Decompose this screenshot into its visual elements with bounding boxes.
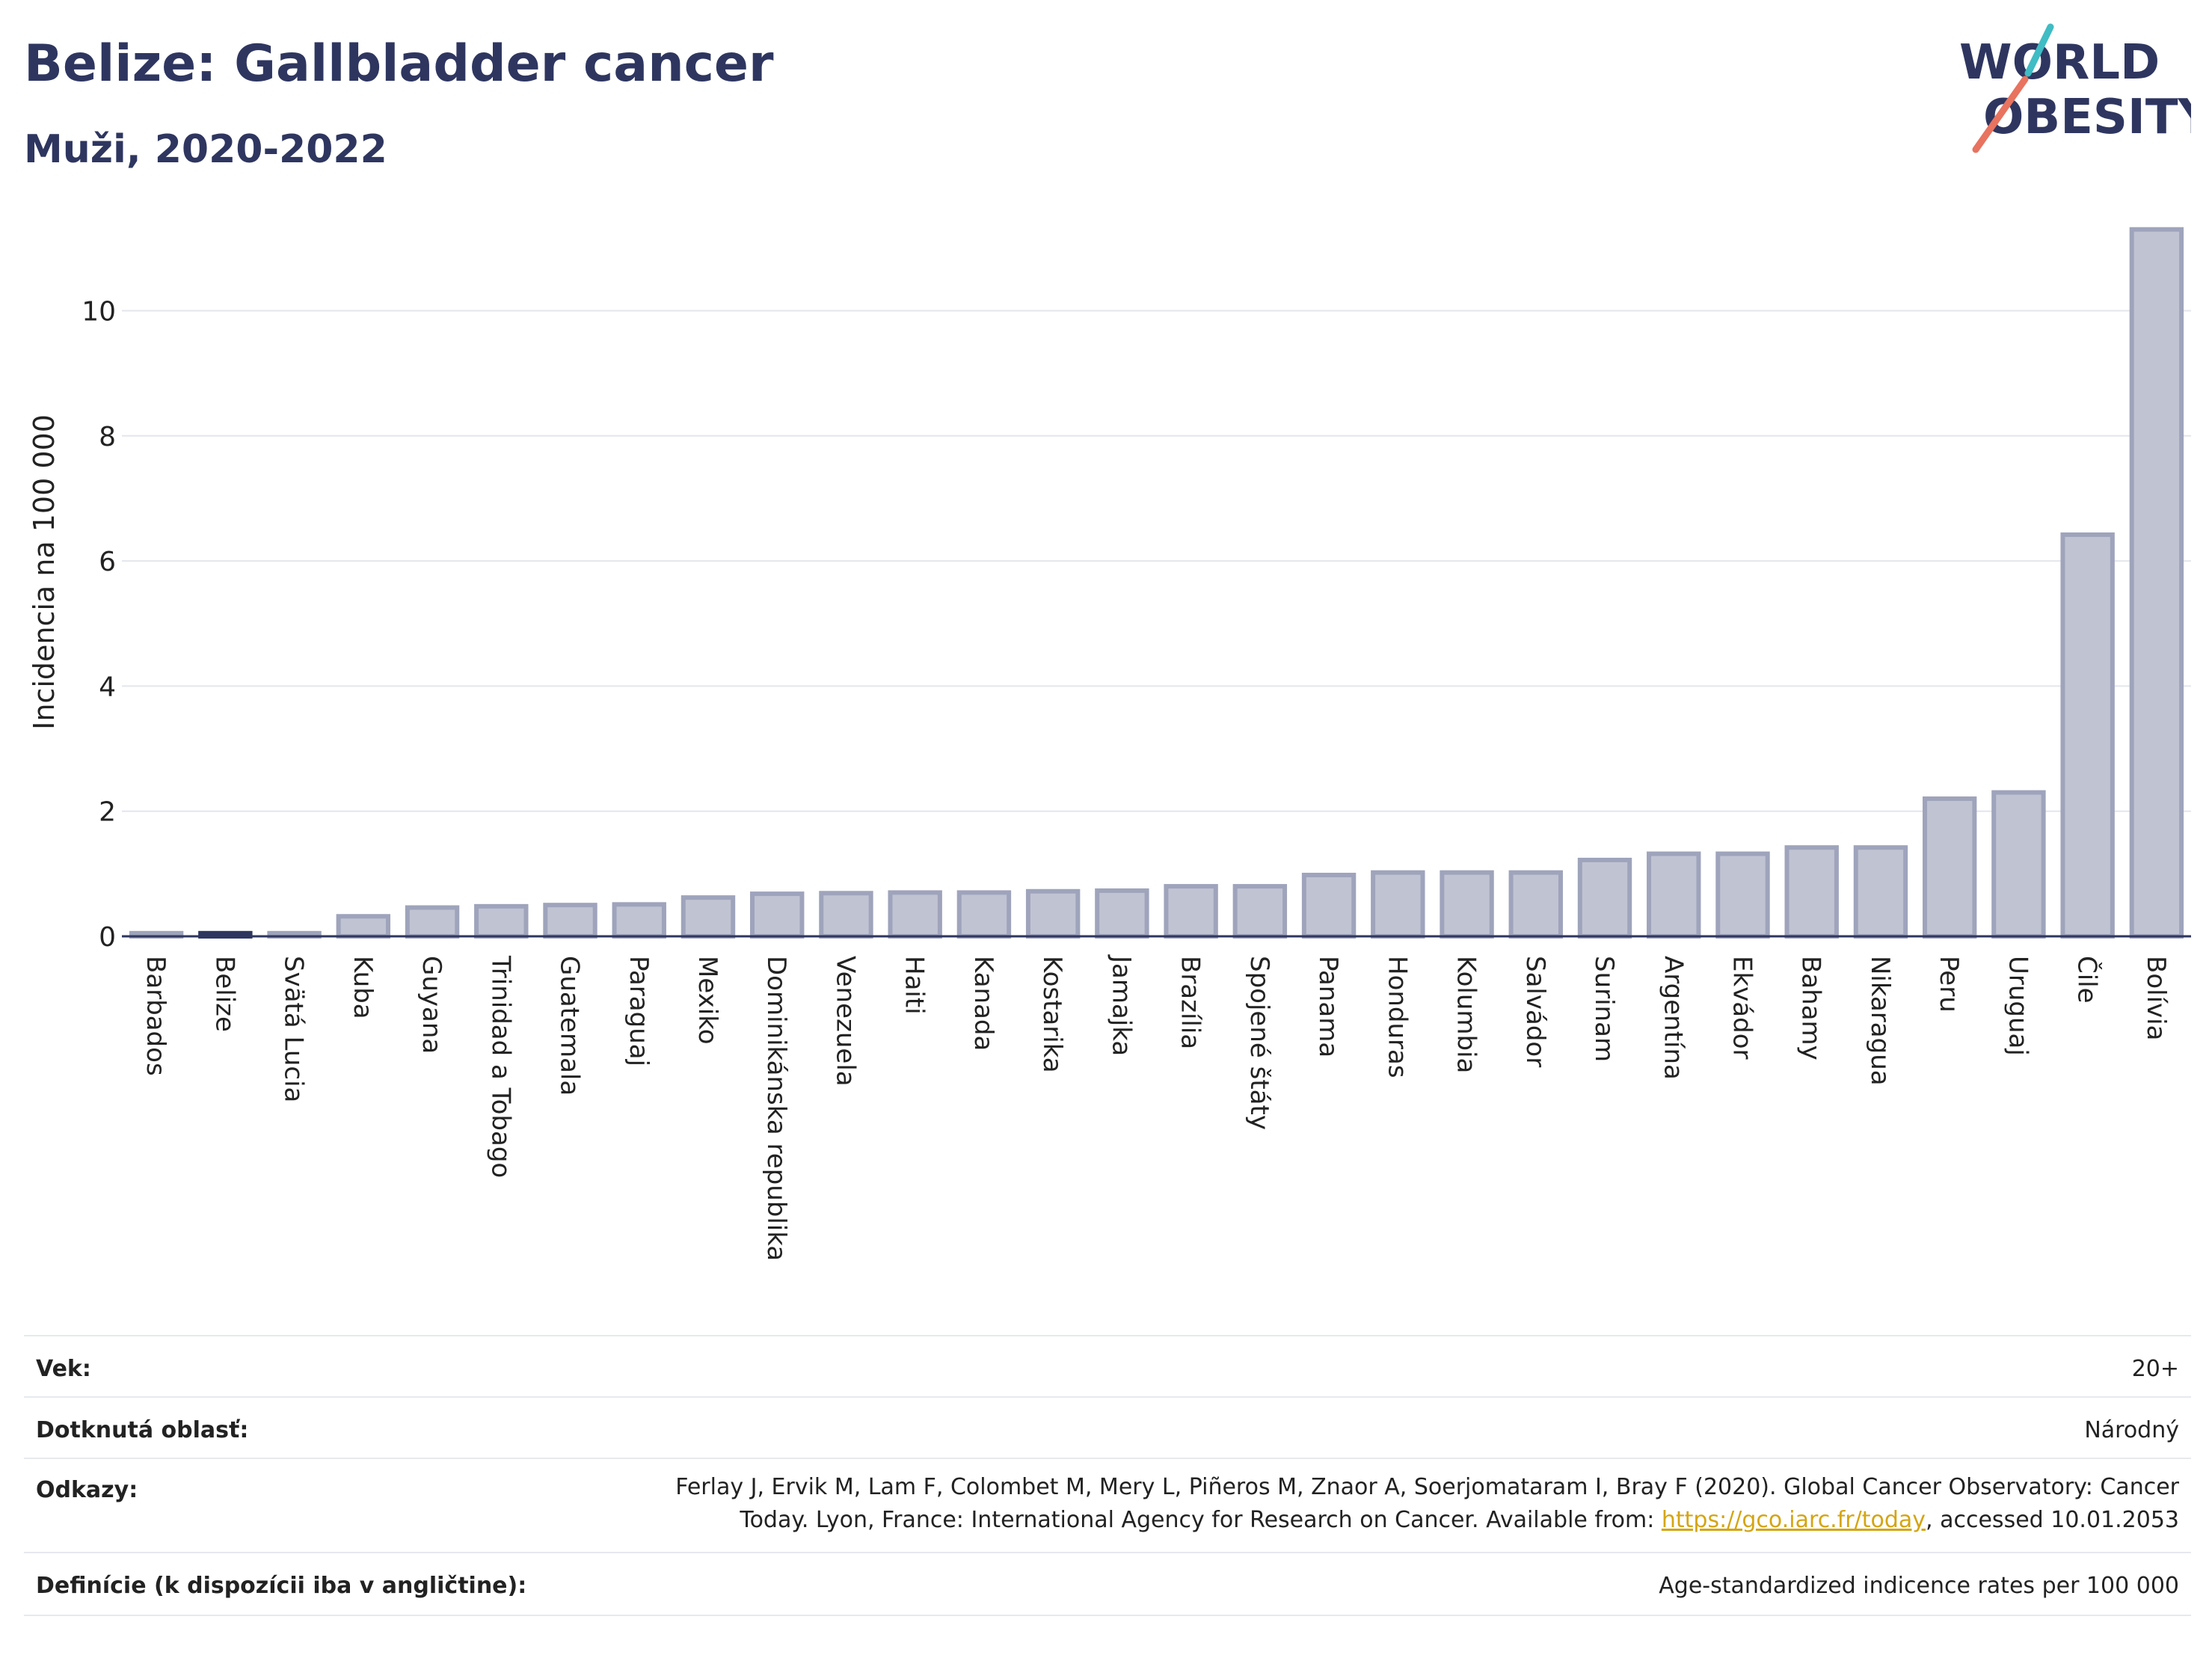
age-label: Vek:: [36, 1356, 91, 1382]
logo-line-2: OBESITY: [1983, 90, 2191, 145]
x-tick-label: Trinidad a Tobago: [485, 955, 515, 1178]
bar-čile: [2060, 532, 2115, 939]
references-label: Odkazy:: [36, 1477, 138, 1503]
references-link[interactable]: https://gco.iarc.fr/today: [1661, 1507, 1926, 1533]
logo-line-1: WORLD: [1959, 35, 2160, 90]
x-tick-label: Uruguaj: [2003, 956, 2033, 1056]
grid-lines: [122, 310, 2191, 812]
logo-slash-teal: [2024, 23, 2054, 77]
area-value: Národný: [2084, 1417, 2179, 1443]
y-tick-label: 2: [99, 797, 116, 828]
bars: [129, 227, 2184, 939]
bar-honduras: [1371, 870, 1425, 939]
bar-kanada: [956, 890, 1012, 939]
x-tick-label: Mexiko: [692, 956, 722, 1045]
x-tick-label: Paraguaj: [624, 956, 654, 1066]
x-tick-label: Brazília: [1176, 956, 1205, 1049]
x-tick-label: Honduras: [1382, 956, 1412, 1078]
bar-guyana: [405, 905, 460, 939]
bar-spojené-štáty: [1232, 884, 1288, 939]
references-text-2: Today. Lyon, France: International Agenc…: [740, 1507, 1662, 1533]
info-row-age: Vek: 20+: [24, 1335, 2191, 1398]
bar-kuba: [336, 914, 391, 939]
x-tick-label: Čile: [2072, 956, 2103, 1004]
references-text-3: , accessed 10.01.2053: [1926, 1507, 2179, 1533]
definitions-value: Age-standardized indicence rates per 100…: [1659, 1573, 2179, 1599]
x-tick-label: Venezuela: [830, 956, 860, 1087]
x-tick-label: Haiti: [900, 956, 930, 1015]
bar-venezuela: [819, 891, 873, 939]
x-tick-label: Nikaragua: [1865, 956, 1895, 1086]
x-tick-label: Salvádor: [1520, 956, 1550, 1067]
x-tick-label: Kostarika: [1037, 956, 1067, 1073]
chart-subtitle: Muži, 2020-2022: [24, 127, 387, 172]
x-tick-label: Bahamy: [1796, 956, 1826, 1060]
bar-surinam: [1577, 857, 1632, 939]
bar-panama: [1301, 873, 1357, 939]
logo-slash-coral: [1972, 76, 2029, 153]
x-tick-label: Panama: [1313, 956, 1343, 1057]
bar-uruguaj: [1991, 790, 2046, 939]
bar-trinidad-a-tobago: [474, 903, 529, 939]
x-tick-label: Argentína: [1658, 956, 1688, 1080]
y-axis-label: Incidencia na 100 000: [28, 414, 61, 730]
bar-guatemala: [543, 903, 597, 939]
bar-ekvádor: [1715, 851, 1770, 939]
bar-argentína: [1647, 851, 1701, 939]
info-row-references: Odkazy: Ferlay J, Ervik M, Lam F, Colomb…: [24, 1458, 2191, 1553]
y-tick-label: 6: [99, 547, 116, 577]
bar-chart: 0 2 4 6 8 10 Barbados Belize Svätá Lucia Kuba Guya…: [28, 227, 2191, 1261]
bar-brazília: [1164, 884, 1218, 939]
definitions-label: Definície (k dispozícii iba v angličtine…: [36, 1573, 527, 1599]
x-tick-label: Guatemala: [555, 956, 585, 1096]
x-tick-label: Barbados: [141, 956, 170, 1076]
bar-nikaragua: [1853, 845, 1908, 939]
bar-dominikánska-republika: [750, 891, 805, 939]
x-tick-label: Ekvádor: [1727, 956, 1757, 1060]
x-tick-label: Bolívia: [2141, 956, 2171, 1040]
x-tick-label: Kuba: [348, 956, 378, 1019]
bar-salvádor: [1508, 870, 1563, 939]
bar-bolívia: [2129, 227, 2184, 939]
x-tick-label: Surinam: [1589, 956, 1619, 1062]
bar-bahamy: [1784, 845, 1839, 939]
bar-haiti: [888, 890, 942, 939]
info-row-area: Dotknutá oblasť: Národný: [24, 1396, 2191, 1459]
x-tick-label: Peru: [1934, 956, 1964, 1013]
info-row-definitions: Definície (k dispozícii iba v angličtine…: [24, 1552, 2191, 1616]
age-value: 20+: [2131, 1356, 2179, 1382]
y-tick-label: 8: [99, 422, 116, 452]
x-tick-label: Dominikánska republika: [761, 956, 791, 1261]
axes: 0 2 4 6 8 10 Barbados Belize Svätá Lucia Kuba Guya…: [82, 296, 2191, 1261]
bar-kostarika: [1025, 888, 1081, 939]
x-tick-label: Kolumbia: [1451, 956, 1481, 1073]
world-obesity-logo: WORLD OBESITY: [1959, 23, 2191, 153]
area-label: Dotknutá oblasť:: [36, 1417, 249, 1443]
references-text-1: Ferlay J, Ervik M, Lam F, Colombet M, Me…: [675, 1474, 2179, 1500]
bar-kolumbia: [1440, 870, 1494, 939]
bar-jamajka: [1095, 888, 1149, 939]
y-tick-label: 0: [99, 922, 116, 953]
x-tick-label: Svätá Lucia: [279, 956, 309, 1102]
y-tick-label: 10: [82, 296, 116, 327]
bar-peru: [1922, 796, 1977, 939]
x-tick-label: Kanada: [968, 956, 998, 1051]
bar-mexiko: [681, 895, 736, 939]
chart-title: Belize: Gallbladder cancer: [24, 34, 774, 93]
y-tick-label: 4: [99, 672, 116, 702]
references-value: Ferlay J, Ervik M, Lam F, Colombet M, Me…: [571, 1471, 2179, 1537]
x-tick-label: Belize: [209, 956, 239, 1032]
bar-paraguaj: [612, 902, 666, 939]
x-tick-label: Spojené štáty: [1244, 956, 1274, 1130]
x-tick-label: Guyana: [417, 956, 446, 1054]
x-tick-label: Jamajka: [1106, 954, 1136, 1056]
